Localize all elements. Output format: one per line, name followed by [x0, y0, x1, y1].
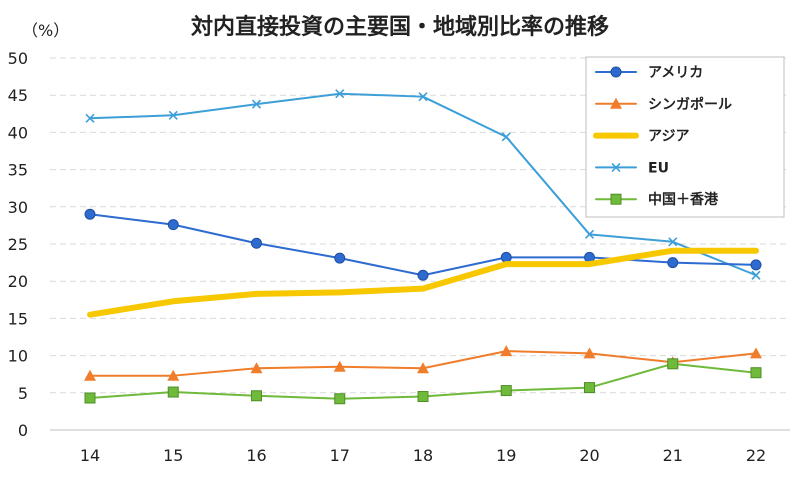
y-tick-label: 50: [8, 49, 28, 68]
data-point: [167, 219, 179, 231]
legend-entry: アジア: [593, 129, 689, 145]
x-tick-label: 18: [413, 446, 433, 465]
data-point: [500, 251, 512, 263]
x-tick-label: 20: [579, 446, 599, 465]
series: [87, 247, 759, 318]
data-point: [251, 390, 262, 402]
x-tick-label: 15: [163, 446, 183, 465]
data-point: [334, 393, 346, 405]
data-point: [417, 269, 429, 281]
x-tick-label: 14: [80, 446, 100, 465]
y-tick-label: 25: [8, 235, 28, 254]
series-lines: [84, 89, 762, 405]
y-tick-label: 10: [8, 347, 28, 366]
data-point: [418, 92, 428, 102]
data-point: [84, 208, 96, 220]
data-point: [417, 391, 429, 403]
y-tick-label: 40: [8, 123, 28, 142]
data-point: [334, 252, 346, 264]
data-point: [168, 110, 178, 120]
data-point: [417, 362, 429, 374]
y-tick-label: 5: [18, 384, 28, 403]
legend-entry: 中国＋香港: [595, 191, 719, 208]
data-point: [84, 369, 96, 381]
x-tick-label: 17: [330, 446, 350, 465]
series: [84, 208, 762, 281]
x-tick-label: 16: [246, 446, 266, 465]
data-point: [251, 237, 262, 249]
data-point: [667, 358, 679, 370]
data-point: [668, 237, 678, 247]
legend-entry: シンガポール: [595, 96, 732, 113]
data-point: [610, 66, 622, 78]
y-tick-label: 0: [18, 421, 28, 440]
legend-label: 中国＋香港: [648, 191, 719, 208]
data-point: [751, 270, 761, 280]
data-point: [84, 392, 96, 404]
data-point: [333, 360, 346, 372]
y-axis-ticks: 0 5 10 15 20 25 30 35 40 45 50: [8, 49, 28, 440]
data-point: [610, 193, 622, 205]
legend-label: アジア: [648, 129, 689, 145]
data-point: [583, 347, 596, 359]
legend-entry: EU: [595, 160, 669, 176]
data-point: [85, 113, 95, 123]
chart-title: 対内直接投資の主要国・地域別比率の推移: [191, 14, 609, 40]
data-point: [584, 229, 595, 239]
series: [84, 358, 762, 405]
series-line: [89, 213, 757, 277]
y-tick-label: 35: [8, 161, 28, 180]
data-point: [611, 162, 621, 172]
data-point: [500, 345, 513, 357]
data-point: [167, 369, 180, 381]
data-point: [501, 132, 511, 142]
data-point: [667, 257, 679, 269]
y-tick-label: 20: [8, 272, 28, 291]
series: [84, 345, 762, 381]
data-point: [750, 367, 762, 379]
legend-entry: アメリカ: [595, 65, 703, 81]
legend-label: EU: [648, 160, 669, 176]
data-point: [750, 259, 762, 271]
data-point: [500, 385, 512, 397]
data-point: [167, 386, 179, 398]
data-point: [584, 382, 595, 394]
y-axis-unit: （%）: [22, 21, 69, 40]
x-tick-label: 19: [496, 446, 516, 465]
legend-label: シンガポール: [648, 96, 732, 113]
data-point: [610, 97, 622, 109]
x-tick-label: 21: [663, 446, 683, 465]
legend-label: アメリカ: [648, 65, 703, 81]
data-point: [250, 362, 263, 374]
data-point: [750, 347, 762, 359]
y-tick-label: 15: [8, 309, 28, 328]
series-line: [87, 247, 759, 318]
y-tick-label: 45: [8, 86, 28, 105]
series: [85, 89, 761, 280]
data-point: [251, 99, 262, 109]
x-axis-ticks: 14 15 16 17 18 19 20 21 22: [80, 446, 766, 465]
data-point: [335, 89, 345, 99]
x-tick-label: 22: [746, 446, 766, 465]
y-tick-label: 30: [8, 198, 28, 217]
